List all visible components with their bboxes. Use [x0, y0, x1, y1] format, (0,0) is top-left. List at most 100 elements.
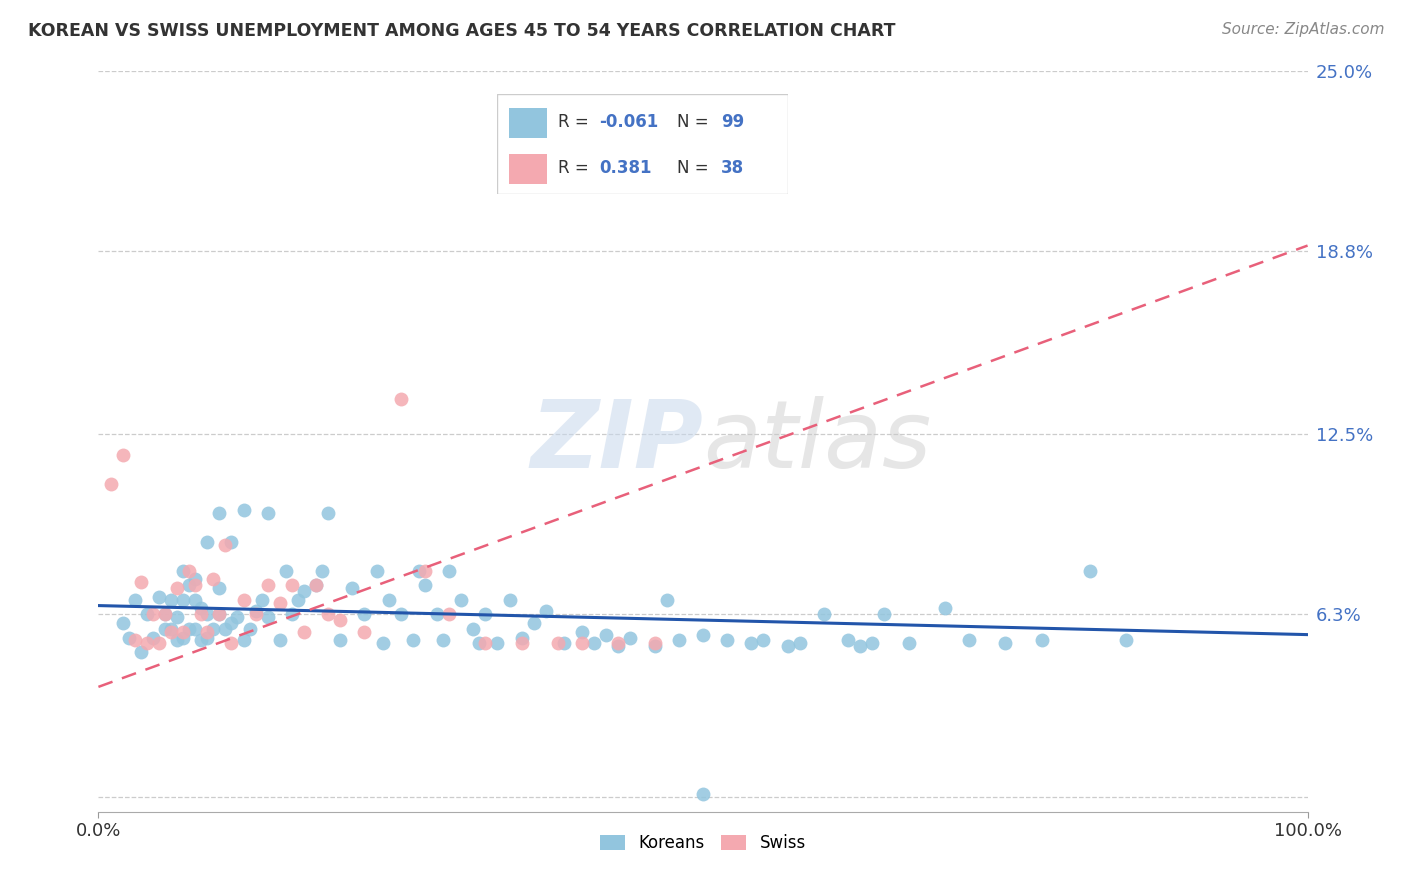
Point: [142, 631, 165, 645]
Point: [256, 610, 278, 624]
Point: [172, 624, 194, 639]
Point: [837, 633, 859, 648]
Point: [740, 636, 762, 650]
Point: [957, 633, 980, 648]
Point: [311, 564, 333, 578]
Point: [474, 607, 496, 622]
Point: [413, 578, 436, 592]
Point: [849, 639, 872, 653]
Point: [124, 592, 146, 607]
Point: [776, 639, 799, 653]
Point: [655, 592, 678, 607]
Point: [166, 610, 188, 624]
Point: [644, 639, 666, 653]
Point: [269, 633, 291, 648]
Point: [413, 564, 436, 578]
Point: [172, 631, 194, 645]
Point: [1031, 633, 1053, 648]
Point: [752, 633, 775, 648]
Point: [208, 581, 231, 595]
Point: [153, 607, 176, 622]
Point: [111, 615, 134, 630]
Point: [184, 578, 207, 592]
Point: [195, 607, 218, 622]
Point: [316, 506, 339, 520]
Point: [571, 636, 593, 650]
Point: [450, 592, 472, 607]
Point: [1115, 633, 1137, 648]
Point: [510, 636, 533, 650]
Point: [329, 633, 352, 648]
Point: [1078, 564, 1101, 578]
Point: [148, 636, 170, 650]
Point: [571, 624, 593, 639]
Point: [129, 575, 152, 590]
Point: [547, 636, 569, 650]
Point: [118, 631, 141, 645]
Point: [179, 564, 201, 578]
Text: Source: ZipAtlas.com: Source: ZipAtlas.com: [1222, 22, 1385, 37]
Point: [437, 607, 460, 622]
Point: [595, 627, 617, 641]
Text: atlas: atlas: [703, 396, 931, 487]
Point: [232, 633, 254, 648]
Point: [934, 601, 956, 615]
Point: [142, 607, 165, 622]
Text: KOREAN VS SWISS UNEMPLOYMENT AMONG AGES 45 TO 54 YEARS CORRELATION CHART: KOREAN VS SWISS UNEMPLOYMENT AMONG AGES …: [28, 22, 896, 40]
Point: [281, 578, 304, 592]
Point: [239, 622, 262, 636]
Point: [547, 166, 569, 180]
Point: [353, 607, 375, 622]
Point: [287, 592, 309, 607]
Point: [408, 564, 430, 578]
Point: [172, 592, 194, 607]
Point: [256, 506, 278, 520]
Point: [486, 636, 509, 650]
Point: [619, 631, 641, 645]
Point: [692, 787, 714, 801]
Point: [510, 631, 533, 645]
Point: [463, 622, 485, 636]
Point: [553, 636, 575, 650]
Point: [583, 636, 606, 650]
Point: [166, 581, 188, 595]
Point: [153, 622, 176, 636]
Point: [353, 624, 375, 639]
Point: [474, 636, 496, 650]
Point: [607, 636, 630, 650]
Point: [221, 615, 243, 630]
Point: [426, 607, 449, 622]
Point: [292, 624, 315, 639]
Point: [716, 633, 738, 648]
Point: [172, 564, 194, 578]
Point: [135, 607, 157, 622]
Point: [202, 573, 225, 587]
Point: [208, 607, 231, 622]
Point: [897, 636, 920, 650]
Point: [366, 564, 388, 578]
Legend: Koreans, Swiss: Koreans, Swiss: [593, 828, 813, 859]
Point: [305, 578, 328, 592]
Point: [111, 448, 134, 462]
Point: [269, 596, 291, 610]
Point: [160, 624, 183, 639]
Point: [813, 607, 835, 622]
Point: [190, 633, 212, 648]
Point: [860, 636, 883, 650]
Point: [214, 538, 236, 552]
Point: [245, 607, 267, 622]
Point: [184, 592, 207, 607]
Point: [371, 636, 394, 650]
Point: [179, 622, 201, 636]
Point: [316, 607, 339, 622]
Point: [160, 622, 183, 636]
Point: [195, 631, 218, 645]
Point: [644, 636, 666, 650]
Point: [389, 607, 412, 622]
Point: [437, 564, 460, 578]
Point: [498, 592, 520, 607]
Point: [377, 592, 399, 607]
Point: [129, 645, 152, 659]
Point: [202, 622, 225, 636]
Point: [256, 578, 278, 592]
